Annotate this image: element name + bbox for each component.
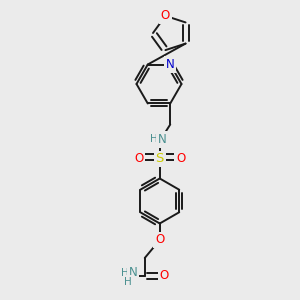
Text: S: S — [156, 152, 164, 166]
Text: O: O — [134, 152, 143, 166]
Text: H: H — [124, 277, 132, 287]
Text: H: H — [151, 134, 158, 145]
Text: O: O — [176, 152, 185, 166]
Text: O: O — [161, 9, 170, 22]
Text: O: O — [155, 233, 164, 247]
Text: O: O — [160, 269, 169, 283]
Text: H: H — [122, 268, 129, 278]
Text: N: N — [128, 266, 137, 280]
Text: N: N — [158, 133, 166, 146]
Text: N: N — [166, 58, 175, 71]
